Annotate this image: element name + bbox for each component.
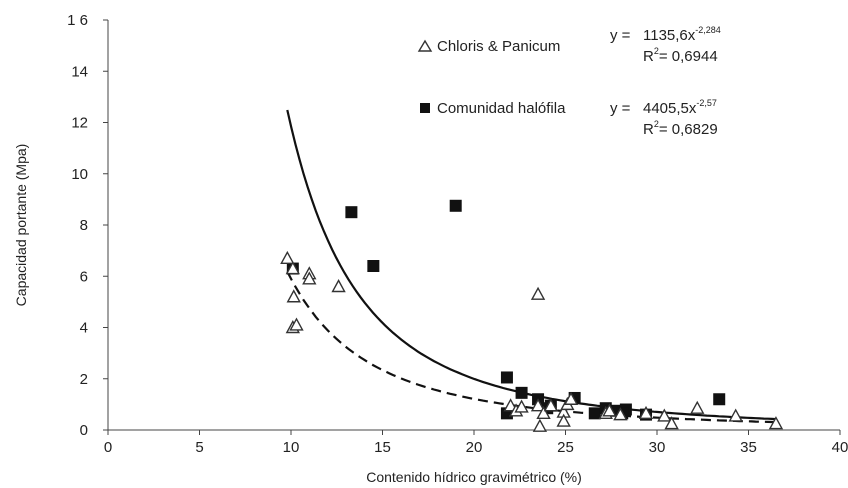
point-chloris [638, 405, 654, 420]
equation-r2: R2= 0,6829 [643, 119, 718, 138]
r2-label: R [643, 121, 654, 138]
y-tick-label: 2 [80, 371, 88, 388]
legend-marker-square [420, 103, 430, 113]
x-tick-label: 40 [832, 439, 848, 456]
x-tick-label: 10 [283, 439, 300, 456]
data-points [280, 199, 784, 432]
legend-item-halofila: Comunidad halófila [420, 100, 566, 117]
equation-y-prefix: y = [610, 100, 631, 117]
point-chloris [302, 271, 317, 285]
equation-exponent: -2,57 [696, 98, 717, 108]
equation-y-prefix: y = [610, 27, 631, 44]
point-chloris [331, 279, 346, 293]
y-tick-label: 0 [80, 422, 88, 439]
legend-label-chloris: Chloris & Panicum [437, 38, 560, 55]
equation-chloris: y = 1135,6x-2,284 R2= 0,6944 [610, 25, 721, 65]
y-tick-label: 14 [71, 63, 88, 80]
y-tick-label: 6 [80, 268, 88, 285]
y-tick-label: 12 [71, 115, 88, 132]
y-tick-label: 4 [80, 320, 88, 337]
point-chloris [532, 418, 548, 432]
equation-r2: R2= 0,6944 [643, 46, 718, 65]
point-chloris [768, 416, 784, 430]
point-chloris [613, 407, 628, 421]
x-tick-labels: 0 5 10 15 20 25 30 35 40 [104, 430, 848, 456]
equation-coef-value: 4405,5x [643, 100, 697, 117]
x-tick-label: 20 [466, 439, 483, 456]
point-chloris [728, 408, 743, 422]
x-tick-label: 15 [374, 439, 391, 456]
point-chloris [657, 408, 672, 422]
x-axis-title: Contenido hídrico gravimétrico (%) [366, 469, 582, 485]
point-chloris [556, 413, 571, 427]
point-chloris [690, 400, 705, 414]
r2-value: = 0,6829 [659, 121, 718, 138]
point-chloris [280, 250, 295, 265]
point-halofila [588, 407, 601, 420]
point-chloris [514, 399, 529, 413]
point-chloris [602, 403, 617, 417]
fit-curve-chloris [286, 270, 776, 424]
point-chloris [285, 261, 301, 275]
x-tick-label: 30 [649, 439, 666, 456]
legend-marker-triangle [417, 39, 433, 52]
equation-exponent: -2,284 [695, 25, 721, 35]
y-tick-label: 1 6 [67, 12, 88, 29]
axes [107, 20, 840, 431]
point-chloris [530, 398, 546, 412]
fit-curve-halofila [286, 109, 776, 421]
r2-label: R [643, 48, 654, 65]
point-halofila [515, 386, 528, 399]
point-chloris [530, 286, 546, 300]
point-chloris [536, 405, 551, 420]
r2-superscript: 2 [654, 46, 659, 56]
x-tick-label: 25 [557, 439, 574, 456]
y-tick-labels: 0 2 4 6 8 10 12 14 1 6 [67, 12, 108, 439]
point-halofila [367, 260, 380, 272]
x-tick-label: 0 [104, 439, 112, 456]
point-halofila [345, 206, 358, 219]
point-chloris [289, 317, 304, 331]
point-chloris [563, 391, 579, 405]
fit-lines [286, 109, 776, 424]
point-halofila [449, 199, 462, 212]
point-chloris [543, 398, 559, 412]
point-halofila [500, 371, 513, 384]
r2-value: = 0,6944 [659, 48, 718, 65]
legend: Chloris & Panicum Comunidad halófila [417, 38, 566, 117]
y-axis-title: Capacidad portante (Mpa) [13, 144, 29, 307]
legend-item-chloris: Chloris & Panicum [417, 38, 560, 55]
point-halofila [713, 393, 726, 406]
x-tick-label: 5 [195, 439, 203, 456]
point-chloris [664, 416, 679, 430]
r2-superscript: 2 [654, 119, 659, 129]
point-chloris [286, 289, 301, 303]
y-tick-label: 8 [80, 217, 88, 234]
equation-coef: 4405,5x-2,57 [643, 98, 717, 117]
equation-coef: 1135,6x-2,284 [643, 25, 721, 44]
x-tick-label: 35 [740, 439, 757, 456]
equation-halofila: y = 4405,5x-2,57 R2= 0,6829 [610, 98, 718, 138]
legend-label-halofila: Comunidad halófila [437, 100, 566, 117]
equation-coef-value: 1135,6x [643, 27, 696, 44]
y-tick-label: 10 [71, 166, 88, 183]
